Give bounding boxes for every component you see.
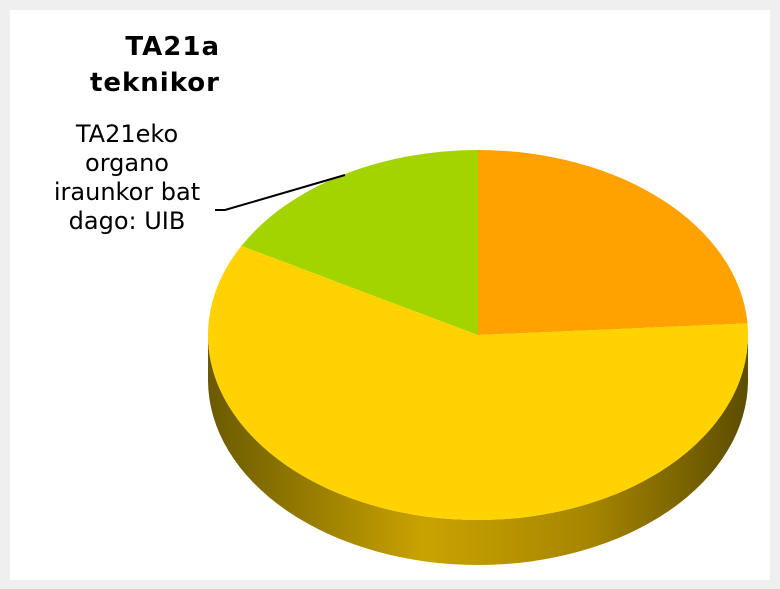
slice-side: [208, 335, 748, 565]
slice: [241, 150, 478, 335]
slice: [208, 245, 749, 521]
chart-panel: TA21a teknikor TA21eko organo iraunkor b…: [10, 10, 770, 580]
slice-label: TA21eko organo iraunkor bat dago: UIB: [53, 120, 201, 235]
chart-title: teknikor: [89, 68, 220, 98]
chart: [208, 150, 749, 565]
leader-line: [215, 174, 346, 211]
slice: [478, 150, 748, 335]
chart-title: TA21a: [125, 32, 220, 62]
